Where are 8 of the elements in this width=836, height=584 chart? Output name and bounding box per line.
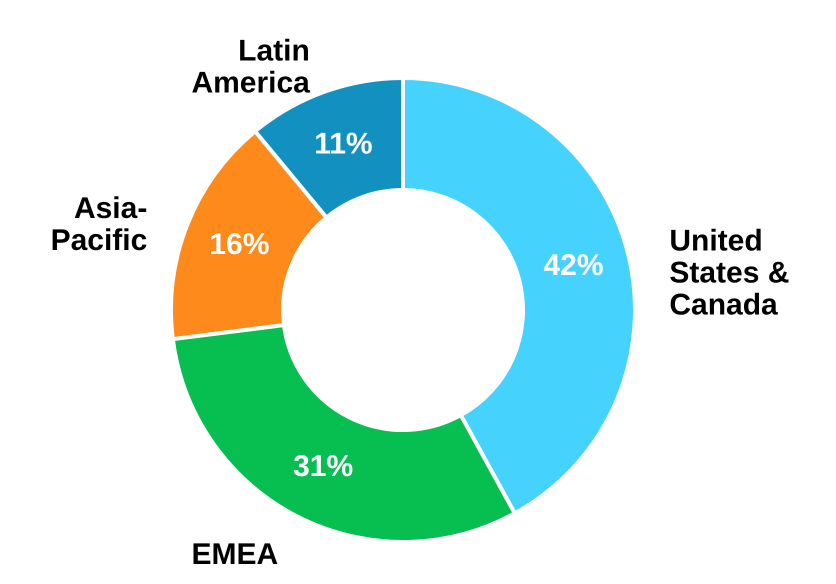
slice-label: EMEA (191, 538, 278, 572)
slice-label: Asia-Pacific (50, 192, 148, 257)
data-label: 42% (543, 249, 604, 282)
slice-label: Latin America (191, 34, 310, 100)
data-label: 11% (314, 127, 373, 160)
data-label: 31% (293, 450, 354, 483)
data-label: 16% (209, 228, 270, 262)
slice-label: United States & Canada (669, 224, 790, 322)
